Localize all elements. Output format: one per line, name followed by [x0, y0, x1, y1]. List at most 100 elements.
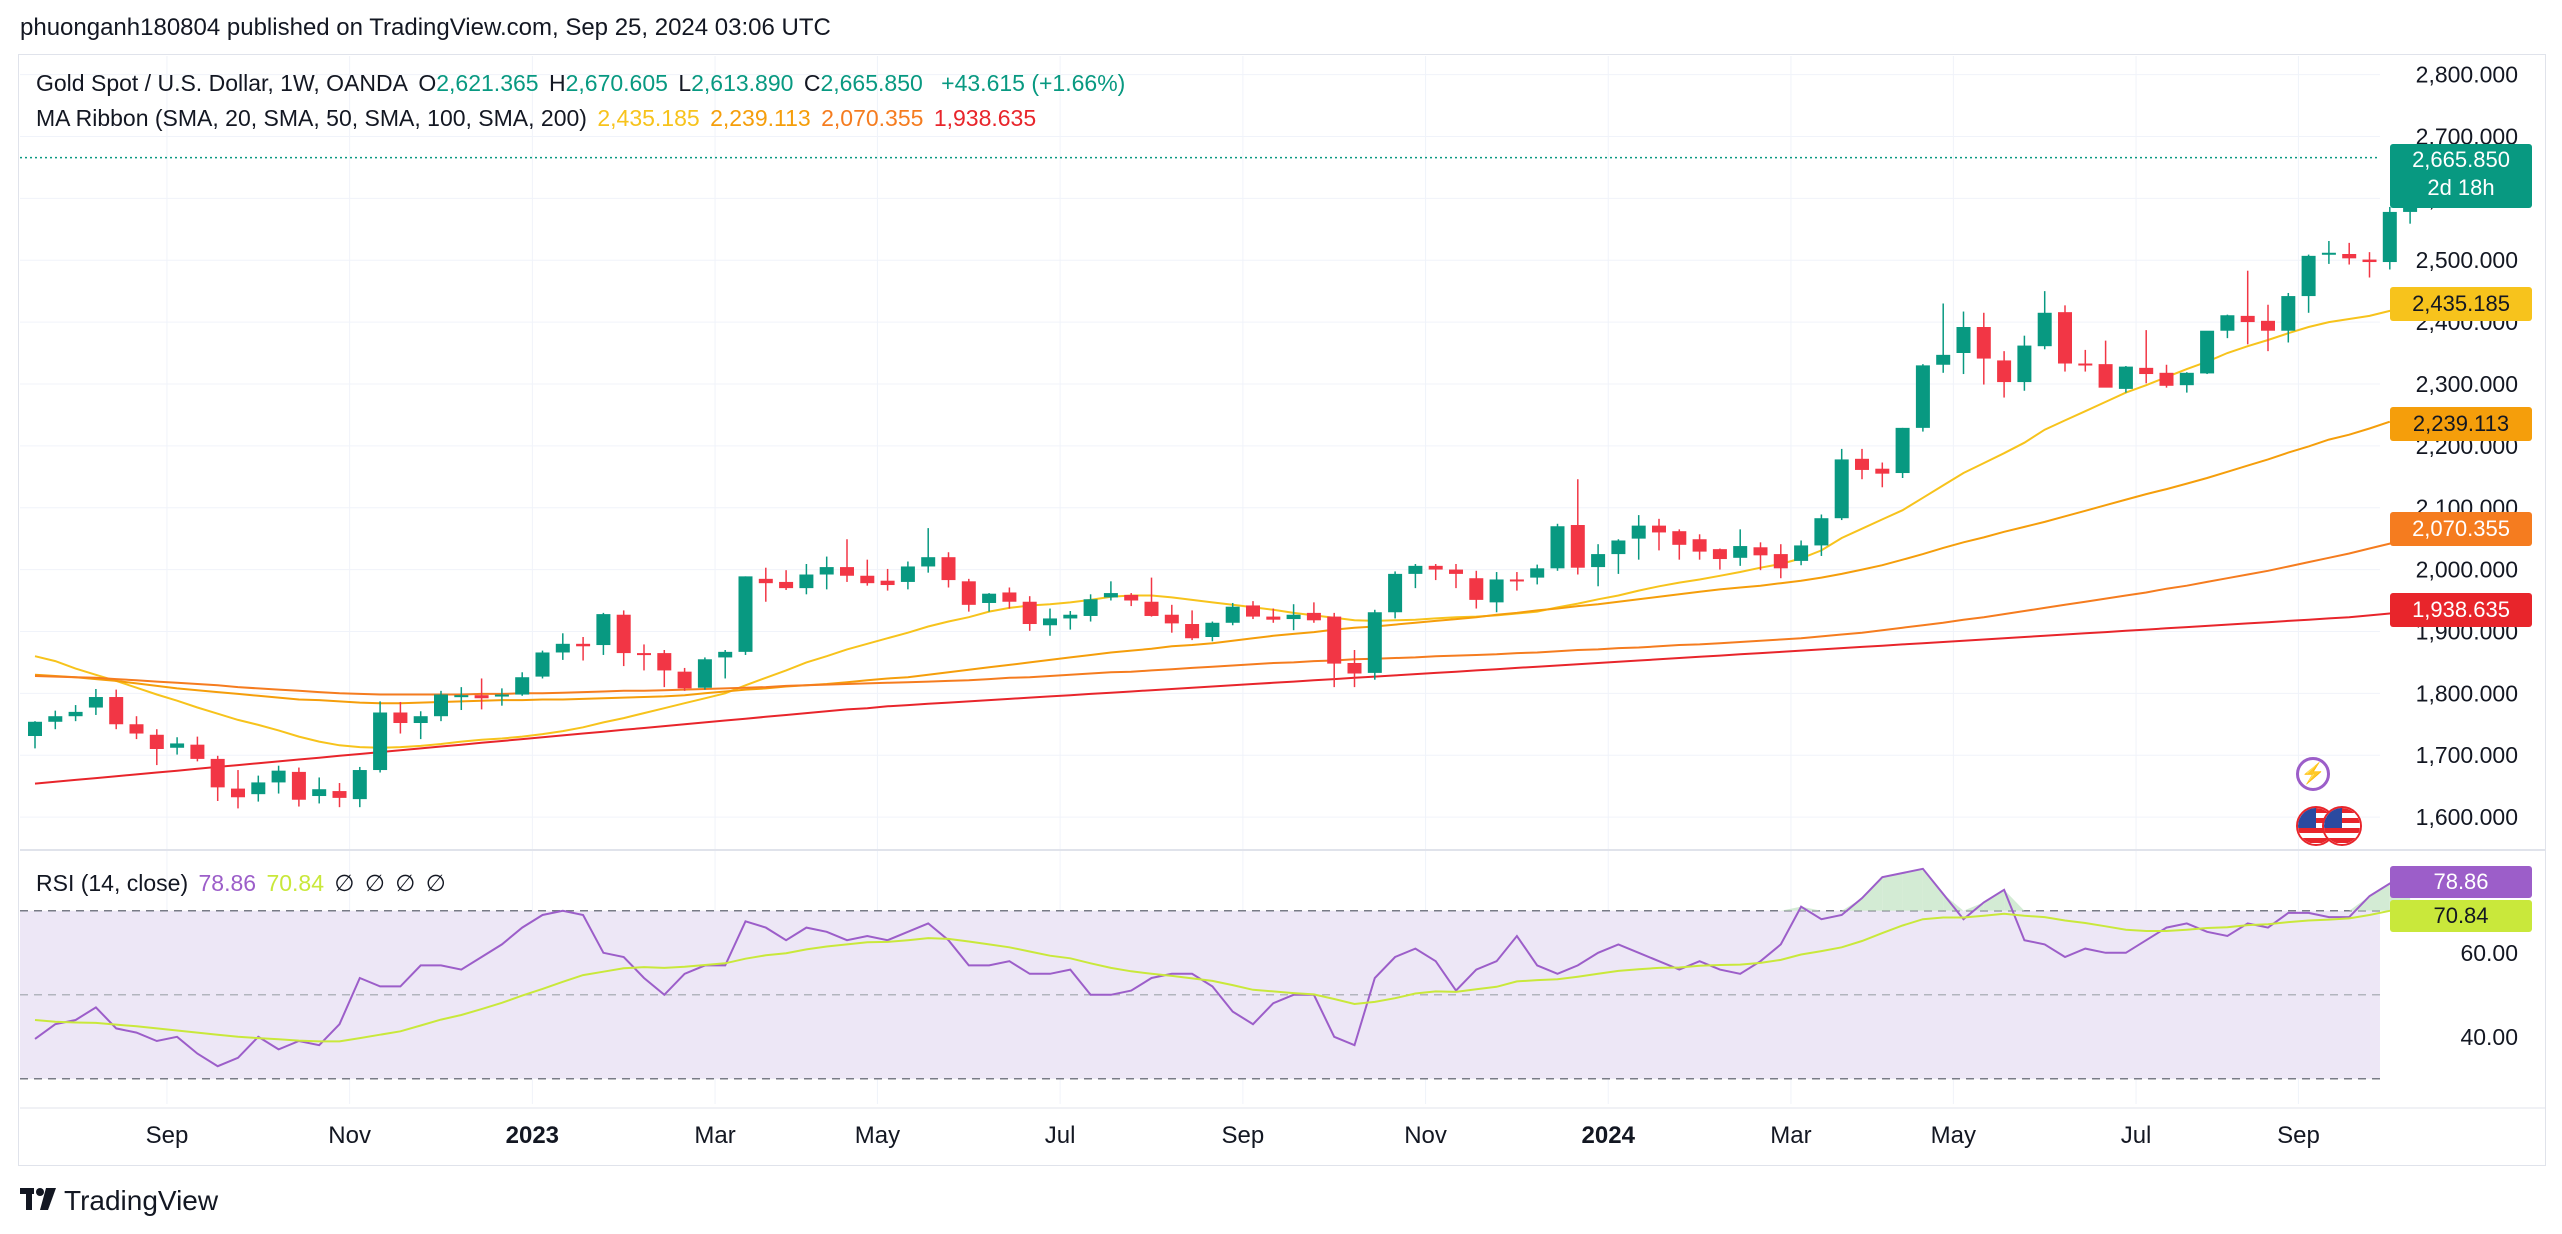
ma100-value: 2,070.355	[821, 105, 924, 131]
ma-line-sma-50	[34, 420, 2391, 705]
candle-body	[2098, 364, 2113, 388]
ma50-value: 2,239.113	[710, 105, 811, 131]
candle-body	[170, 743, 185, 748]
close-value: 2,665.850	[820, 70, 923, 96]
candle-body	[1611, 540, 1626, 555]
candle-body	[616, 614, 631, 654]
candle-body	[1631, 525, 1646, 539]
candle-body	[2037, 312, 2052, 347]
candle-body	[1144, 601, 1159, 616]
change-value: +43.615 (+1.66%)	[941, 70, 1126, 96]
footer: TradingView	[20, 1184, 218, 1218]
rsi-tick-label: 60.00	[2460, 940, 2518, 966]
candle-body	[332, 791, 347, 798]
candle-body	[1570, 525, 1585, 568]
rsi-overbought-fill	[1963, 902, 1984, 911]
candle-body	[819, 567, 834, 575]
rsi-label[interactable]: RSI (14, close)	[36, 870, 189, 896]
rsi-line-rsi-based-ma	[34, 906, 2411, 1043]
candle-body	[291, 771, 306, 800]
candle-body	[758, 578, 773, 584]
candle-body	[1672, 531, 1687, 545]
lightning-icon[interactable]: ⚡	[2296, 757, 2330, 791]
price-tick-label: 2,000.000	[2416, 557, 2518, 583]
time-tick-label: Sep	[146, 1122, 189, 1149]
brand-name[interactable]: TradingView	[64, 1185, 219, 1216]
candle-body	[697, 659, 712, 688]
last-price-label: 2,665.850 2d 18h	[2390, 144, 2532, 208]
candle-body	[1225, 606, 1240, 623]
candle-body	[1002, 592, 1017, 602]
rsi-overbought-fill	[1983, 889, 2005, 911]
price-tick-label: 1,800.000	[2416, 680, 2518, 706]
rsi-overbought-fill	[2369, 883, 2390, 911]
rsi-overbought-fill	[1882, 873, 1903, 911]
high-value: 2,670.605	[565, 70, 668, 96]
candle-body	[1692, 539, 1707, 552]
high-label: H	[548, 70, 566, 96]
candle-body	[555, 643, 570, 653]
us-flag-icon[interactable]	[2322, 806, 2362, 846]
candle-body	[657, 653, 672, 671]
tradingview-logo-icon[interactable]	[20, 1184, 56, 1218]
candle-body	[68, 711, 83, 717]
candle-body	[2342, 254, 2357, 259]
ma-line-sma-100	[34, 525, 2451, 696]
rsi-value: 78.86	[198, 870, 257, 896]
rsi-overbought-fill	[1862, 877, 1883, 911]
candle-body	[1286, 614, 1301, 620]
candle-body	[2078, 363, 2093, 366]
candle-body	[1652, 525, 1666, 533]
candle-body	[251, 782, 266, 795]
candle-body	[637, 653, 651, 656]
candle-body	[718, 651, 733, 658]
candle-body	[576, 643, 591, 647]
candle-body	[129, 724, 144, 734]
rsi-tick-label: 40.00	[2460, 1024, 2518, 1050]
candle-body	[2139, 367, 2154, 375]
rsi-overbought-fill	[2004, 889, 2025, 911]
open-value: 2,621.365	[436, 70, 539, 96]
candle-body	[1327, 616, 1342, 664]
rsi-axis-label: 78.86	[2390, 866, 2532, 898]
candle-body	[799, 574, 814, 589]
candle-body	[312, 789, 327, 797]
candle-body	[1449, 569, 1463, 574]
candle-body	[738, 576, 753, 652]
ma-legend: MA Ribbon (SMA, 20, SMA, 50, SMA, 100, S…	[36, 105, 1040, 132]
rsi-extra-value: ∅	[364, 870, 385, 896]
time-tick-label: Nov	[328, 1122, 371, 1149]
candle-body	[474, 695, 489, 699]
close-label: C	[803, 70, 821, 96]
candle-body	[2118, 366, 2133, 389]
candle-body	[1753, 547, 1768, 556]
price-legend: Gold Spot / U.S. Dollar, 1W, OANDA O2,62…	[36, 70, 1129, 97]
time-tick-label: Jul	[1045, 1122, 1076, 1149]
candle-body	[2240, 315, 2255, 323]
candle-body	[1956, 327, 1971, 353]
candle-body	[1936, 354, 1951, 365]
candle-body	[1063, 614, 1078, 619]
ma-ribbon-label[interactable]: MA Ribbon (SMA, 20, SMA, 50, SMA, 100, S…	[36, 105, 587, 131]
candle-body	[109, 697, 124, 725]
candle-body	[677, 671, 692, 689]
candle-body	[921, 557, 936, 567]
candle-body	[494, 694, 509, 697]
candle-body	[2382, 211, 2397, 263]
candle-body	[1591, 554, 1606, 568]
time-tick-label: Mar	[694, 1122, 735, 1149]
countdown-value: 2d 18h	[2427, 175, 2495, 200]
price-tick-label: 2,800.000	[2416, 62, 2518, 88]
open-label: O	[418, 70, 437, 96]
candle-body	[1509, 579, 1524, 582]
symbol-label[interactable]: Gold Spot / U.S. Dollar, 1W, OANDA	[36, 70, 408, 96]
time-tick-label: May	[855, 1122, 900, 1149]
candle-body	[1834, 459, 1849, 519]
rsi-ma-value: 70.84	[266, 870, 325, 896]
time-tick-label: Sep	[1221, 1122, 1264, 1149]
candle-body	[1246, 605, 1260, 617]
candle-body	[2058, 312, 2072, 364]
rsi-overbought-fill	[1902, 868, 1923, 911]
ma100-axis-label: 2,070.355	[2390, 512, 2532, 546]
